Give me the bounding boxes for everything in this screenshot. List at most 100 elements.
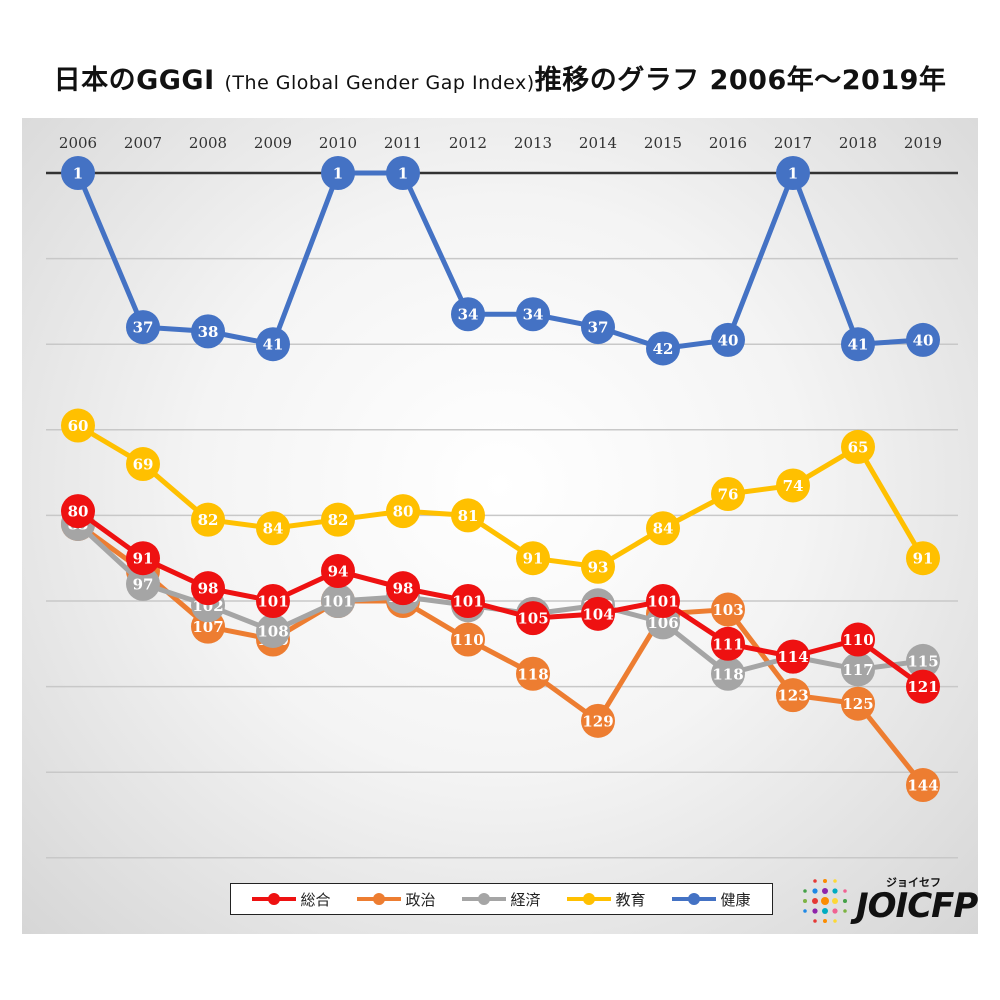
joicfp-logo: ジョイセフ JOICFP [800,874,978,926]
legend-label: 教育 [615,890,646,909]
data-label: 111 [712,635,743,653]
data-label: 1 [73,165,83,183]
legend-swatch [462,893,507,905]
data-label: 106 [647,614,678,632]
data-point [711,626,745,661]
data-point [386,571,420,606]
legend-item: 健康 [672,889,751,910]
data-point [386,494,420,529]
data-point [321,554,355,589]
x-tick-label: 2014 [579,134,617,152]
data-point [321,584,355,618]
data-label: 129 [582,712,613,730]
data-point [451,297,485,332]
data-label: 91 [913,550,934,568]
data-point [451,498,485,533]
x-tick-label: 2013 [514,134,552,152]
data-point [711,592,745,627]
data-point [126,541,160,576]
data-label: 123 [777,687,808,705]
data-point [191,571,225,606]
data-label: 40 [913,331,934,349]
data-label: 74 [783,477,804,495]
data-label: 97 [133,575,154,593]
x-tick-label: 2017 [774,134,812,152]
data-label: 144 [907,777,938,795]
data-point [516,541,550,576]
data-point [516,297,550,332]
data-point [126,566,160,601]
data-point [386,156,420,190]
data-point [581,310,615,345]
data-label: 65 [848,438,869,456]
data-label: 84 [653,520,674,538]
data-label: 93 [588,558,609,576]
data-point [776,678,810,713]
data-point [191,502,225,537]
x-tick-label: 2007 [124,134,162,152]
data-point [906,322,940,357]
legend-label: 健康 [720,890,751,909]
data-point [776,468,810,503]
data-label: 34 [523,306,544,324]
data-point [906,669,940,704]
data-label: 94 [328,563,349,581]
legend-item: 政治 [357,889,436,910]
legend-label: 経済 [510,890,541,909]
chart-title: 日本のGGGI (The Global Gender Gap Index)推移の… [0,58,1000,97]
title-sub: (The Global Gender Gap Index) [224,72,535,94]
data-point [191,314,225,349]
data-label: 101 [452,593,483,611]
data-point [321,502,355,537]
data-point [841,686,875,721]
data-point [61,494,95,529]
data-label: 69 [133,456,154,474]
data-label: 110 [452,631,483,649]
data-label: 40 [718,331,739,349]
data-label: 117 [842,661,873,679]
data-label: 80 [68,503,89,521]
data-point [841,429,875,464]
data-point [516,656,550,691]
legend-item: 総合 [252,889,331,910]
gridlines [46,171,958,859]
legend-swatch [672,893,717,905]
legend: 総合 政治 経済 教育 健康 [230,883,773,915]
data-point [776,156,810,190]
data-point [581,703,615,738]
data-label: 60 [68,417,89,435]
title-main-before: 日本のGGGI [53,65,225,96]
legend-swatch [567,893,612,905]
data-point [776,639,810,674]
data-label: 38 [198,323,219,341]
data-point [256,584,290,618]
data-point [126,310,160,345]
data-point [711,656,745,691]
data-label: 98 [393,580,414,598]
x-tick-label: 2009 [254,134,292,152]
legend-label: 政治 [405,890,436,909]
data-label: 98 [198,580,219,598]
data-label: 107 [192,618,223,636]
x-tick-label: 2019 [904,134,942,152]
data-label: 81 [458,507,479,525]
data-point [581,549,615,584]
data-point [841,327,875,362]
data-label: 114 [777,648,808,666]
series-健康: 1 37 38 41 1 1 34 34 37 42 40 1 41 40 [61,156,940,366]
line-chart: 2006 2007 2008 2009 2010 2011 2012 2013 2014 2015… [46,134,958,859]
logo-dots-icon [803,879,847,923]
data-point [126,447,160,482]
data-label: 110 [842,631,873,649]
x-tick-label: 2012 [449,134,487,152]
x-tick-label: 2016 [709,134,747,152]
data-point [321,156,355,190]
data-label: 82 [328,511,349,529]
data-point [61,408,95,443]
legend-label: 総合 [300,890,331,909]
legend-item: 教育 [567,889,646,910]
logo-text: JOICFP [856,886,978,926]
data-label: 91 [523,550,544,568]
x-tick-label: 2011 [384,134,422,152]
data-label: 125 [842,695,873,713]
